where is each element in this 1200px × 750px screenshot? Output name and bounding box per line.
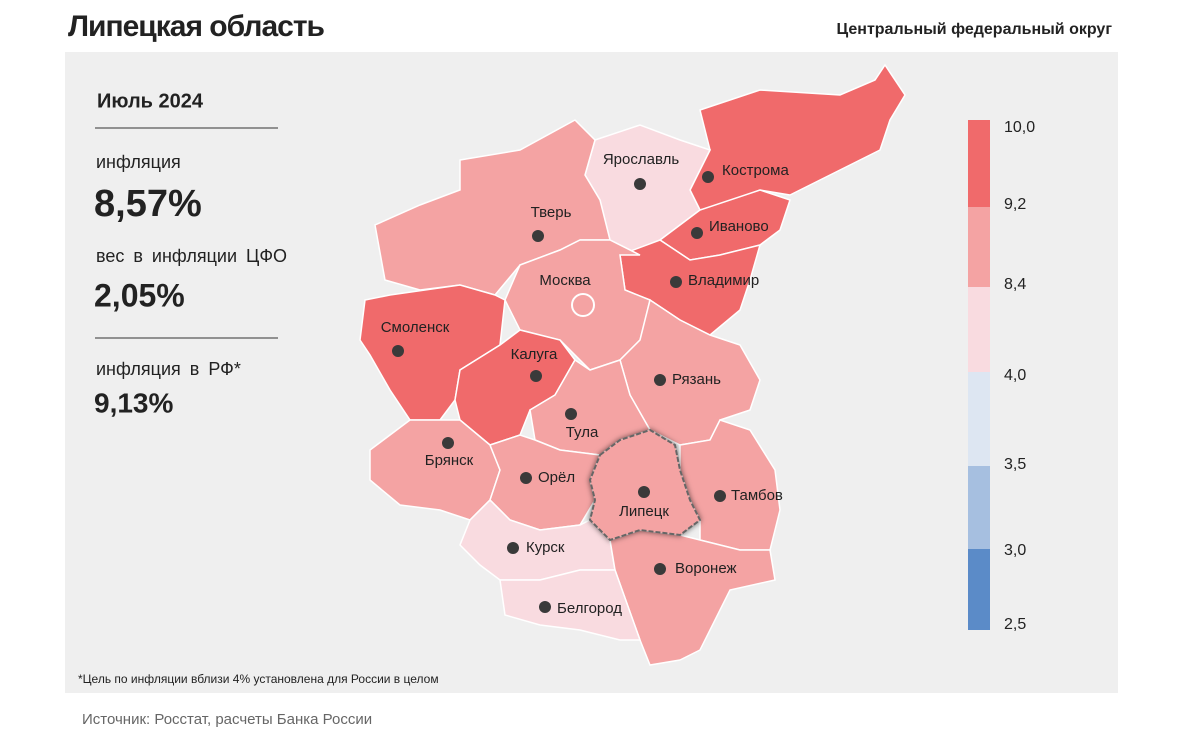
capital-marker <box>571 293 595 317</box>
legend-label: 8,4 <box>1004 276 1026 293</box>
region-label: Орёл <box>538 469 575 486</box>
region-label: Воронеж <box>675 560 737 577</box>
subtitle: Центральный федеральный округ <box>837 21 1113 38</box>
city-marker <box>532 230 544 242</box>
city-marker <box>714 490 726 502</box>
region-label: Ярославль <box>603 151 679 168</box>
footnote: *Цель по инфляции вблизи 4% установлена … <box>78 672 439 686</box>
region-label: Брянск <box>425 452 474 469</box>
region-shape <box>609 529 776 666</box>
legend-label: 3,0 <box>1004 542 1026 559</box>
city-marker <box>670 276 682 288</box>
region: Липецк <box>588 428 702 542</box>
region: Иваново <box>658 189 791 261</box>
legend-label: 3,5 <box>1004 456 1026 473</box>
legend-segment <box>968 207 990 287</box>
region-label: Курск <box>526 539 565 556</box>
region-label: Смоленск <box>381 319 450 336</box>
legend: 10,0 9,2 8,4 4,0 3,5 3,0 2,5 <box>968 119 1035 633</box>
legend-label: 2,5 <box>1004 616 1026 633</box>
city-marker <box>634 178 646 190</box>
legend-segment <box>968 372 990 466</box>
region-label: Тверь <box>531 204 572 221</box>
city-marker <box>539 601 551 613</box>
weight-label: вес в инфляции ЦФО <box>96 246 287 266</box>
inflation-label: инфляция <box>96 152 181 172</box>
region: Калуга <box>454 329 576 446</box>
region-label: Калуга <box>511 346 558 363</box>
legend-label: 10,0 <box>1004 119 1035 136</box>
rf-value: 9,13% <box>94 387 173 418</box>
region-label: Москва <box>539 272 591 289</box>
map: Кострома Ярославль Иваново Владимир Тверь Мос… <box>359 63 906 666</box>
source: Источник: Росстат, расчеты Банка России <box>82 711 372 728</box>
region: Смоленск <box>359 284 506 421</box>
region: Москва <box>504 239 651 371</box>
legend-segment <box>968 120 990 207</box>
city-marker <box>702 171 714 183</box>
region: Орёл <box>489 434 602 531</box>
region: Воронеж <box>609 529 776 666</box>
rf-label: инфляция в РФ* <box>96 359 241 379</box>
city-marker <box>654 374 666 386</box>
region-label: Рязань <box>672 371 721 388</box>
legend-segment <box>968 466 990 549</box>
city-marker <box>638 486 650 498</box>
title: Липецкая область <box>68 10 325 43</box>
region-label: Владимир <box>688 272 759 289</box>
city-marker <box>691 227 703 239</box>
region: Кострома <box>689 63 906 211</box>
region-label: Кострома <box>722 162 789 179</box>
city-marker <box>654 563 666 575</box>
legend-segment <box>968 549 990 630</box>
city-marker <box>442 437 454 449</box>
legend-label: 9,2 <box>1004 196 1026 213</box>
period: Июль 2024 <box>97 90 204 112</box>
region-label: Тамбов <box>731 487 783 504</box>
city-marker <box>392 345 404 357</box>
city-marker <box>507 542 519 554</box>
region-label: Тула <box>566 424 599 441</box>
legend-label: 4,0 <box>1004 367 1026 384</box>
region: Тверь <box>374 119 611 296</box>
inflation-value: 8,57% <box>94 183 202 225</box>
legend-segment <box>968 287 990 372</box>
weight-value: 2,05% <box>94 277 185 313</box>
region-label: Липецк <box>619 503 669 520</box>
region-label: Иваново <box>709 218 769 235</box>
region-shape <box>454 329 576 446</box>
region-shape <box>499 569 642 641</box>
city-marker <box>530 370 542 382</box>
region-label: Белгород <box>557 600 622 617</box>
city-marker <box>565 408 577 420</box>
region-shape <box>588 428 702 542</box>
region: Белгород <box>499 569 642 641</box>
city-marker <box>520 472 532 484</box>
